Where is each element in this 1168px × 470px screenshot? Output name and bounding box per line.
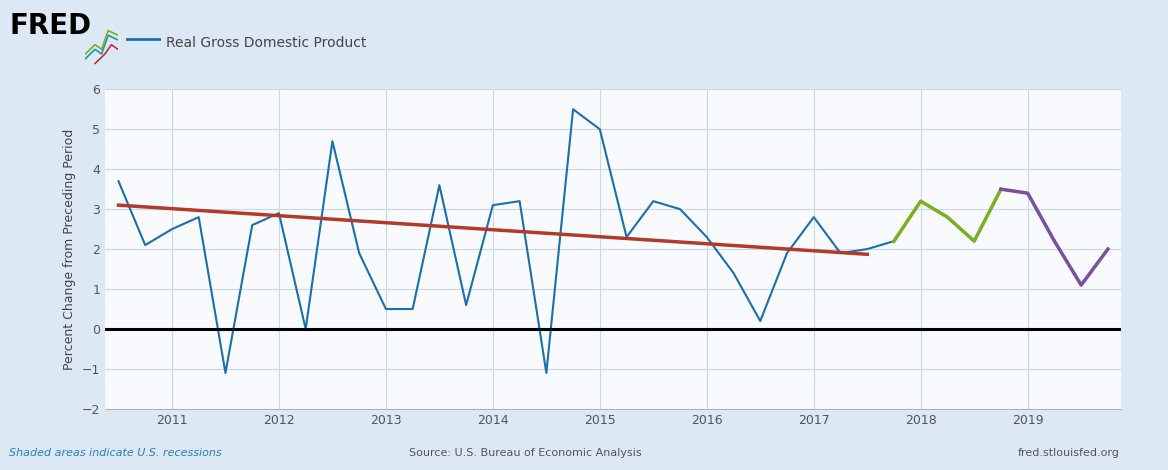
Text: Real Gross Domestic Product: Real Gross Domestic Product — [166, 36, 367, 50]
Text: Shaded areas indicate U.S. recessions: Shaded areas indicate U.S. recessions — [9, 448, 222, 458]
Text: Source: U.S. Bureau of Economic Analysis: Source: U.S. Bureau of Economic Analysis — [409, 448, 642, 458]
Y-axis label: Percent Change from Preceding Period: Percent Change from Preceding Period — [63, 128, 76, 370]
Text: fred.stlouisfed.org: fred.stlouisfed.org — [1017, 448, 1120, 458]
Text: FRED: FRED — [9, 12, 91, 40]
